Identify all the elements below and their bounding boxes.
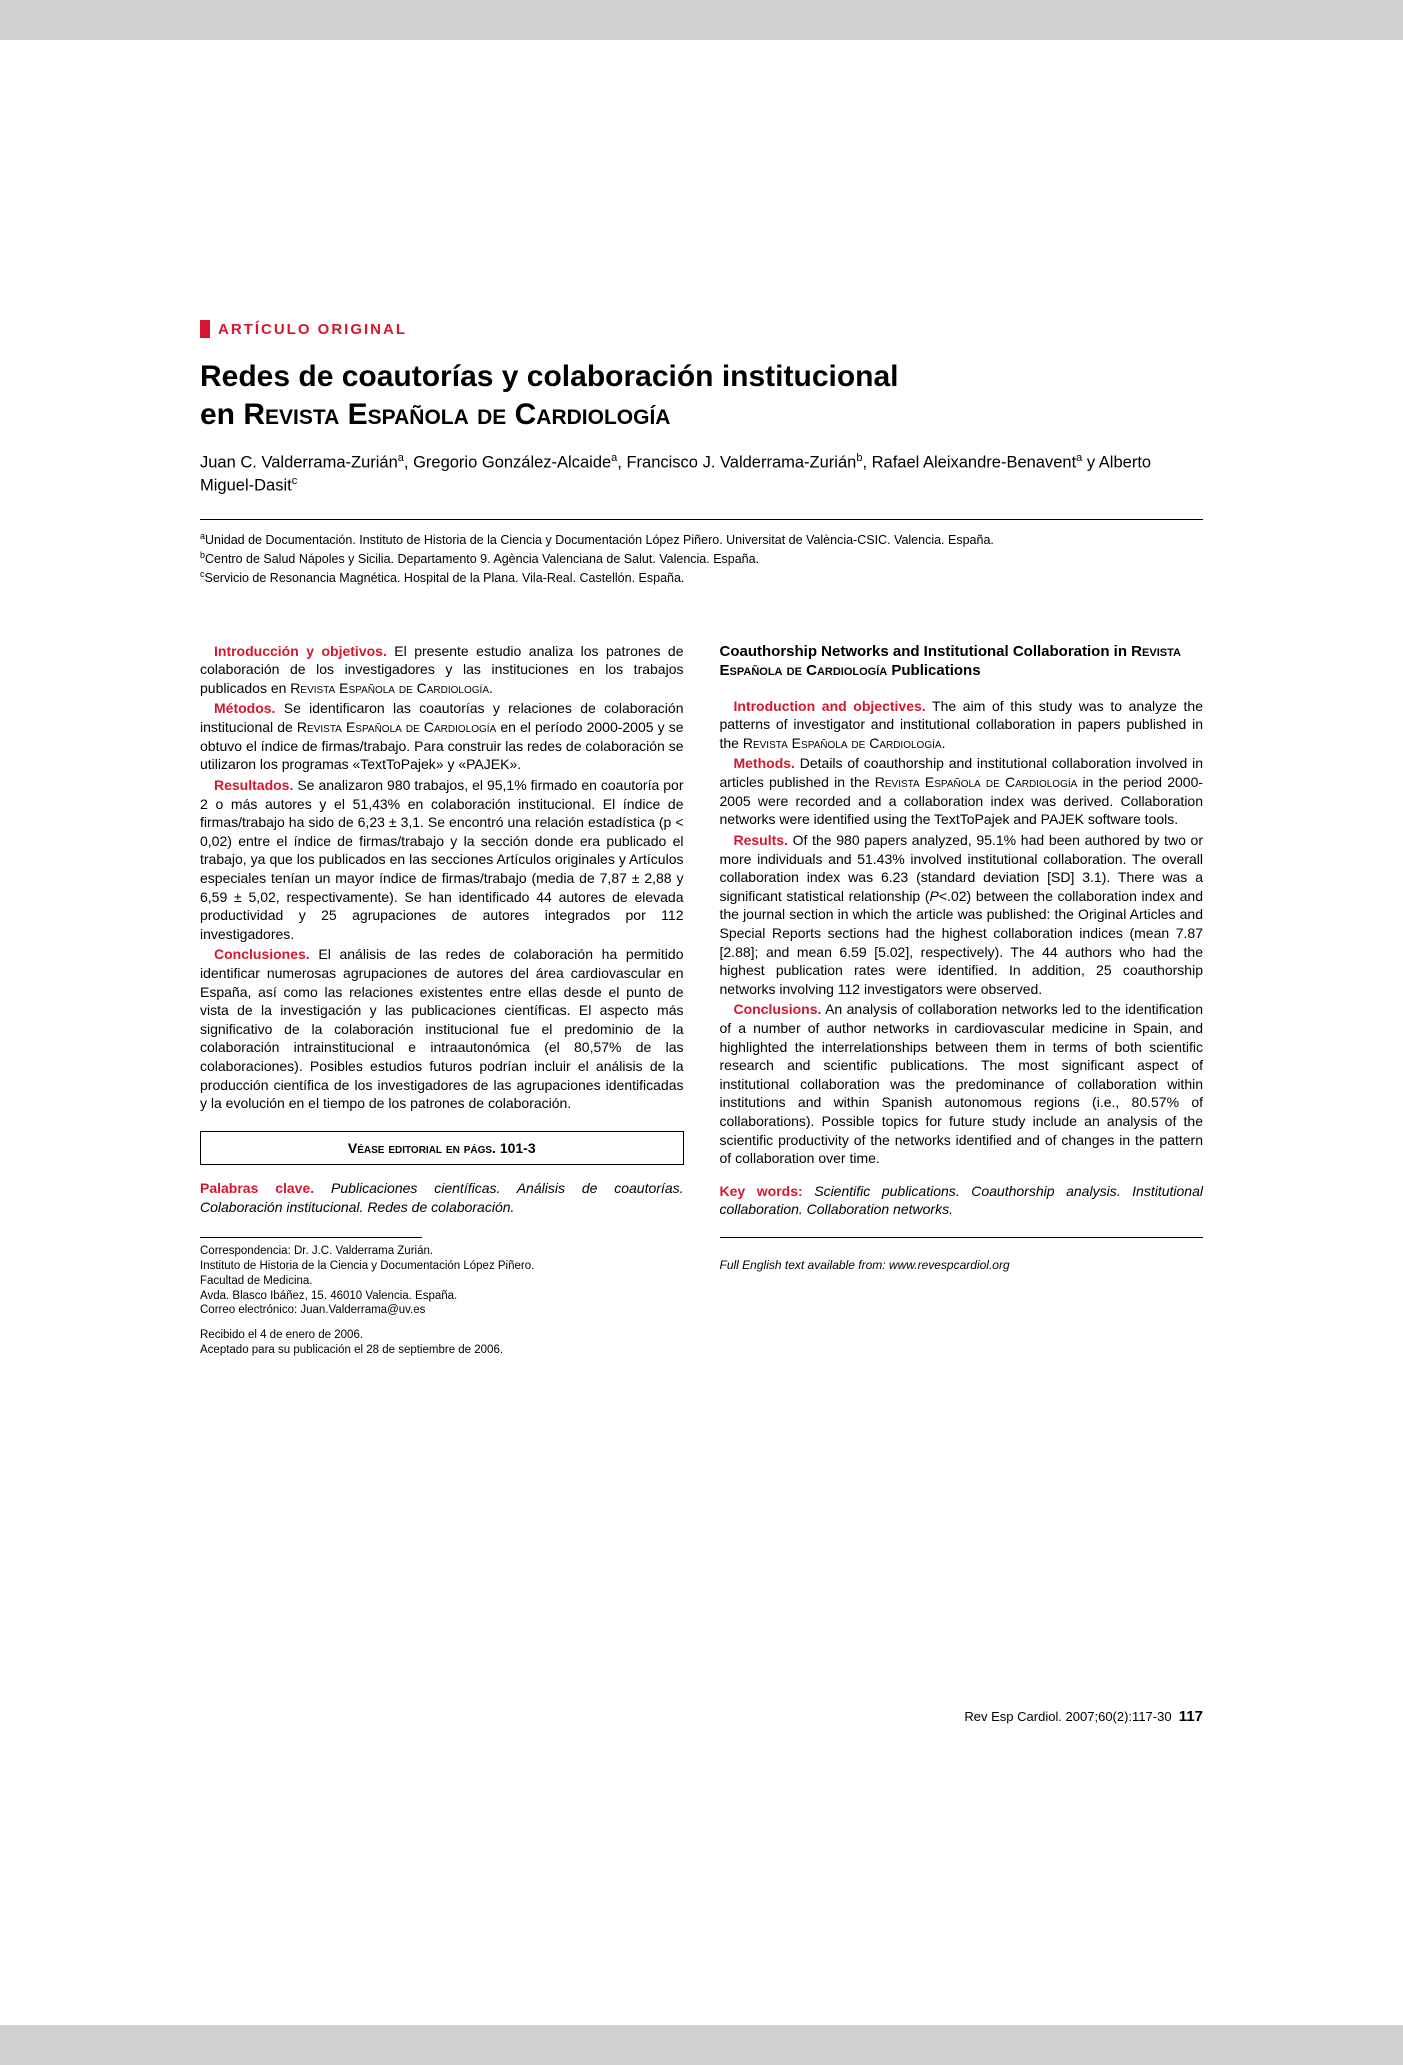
en-concl-label: Conclusions.: [734, 1001, 822, 1017]
correspondence: Correspondencia: Dr. J.C. Valderrama Zur…: [200, 1244, 684, 1359]
article-title: Redes de coautorías y colaboración insti…: [200, 358, 1203, 433]
corr-received: Recibido el 4 de enero de 2006.: [200, 1328, 684, 1343]
es-concl-text: El análisis de las redes de colaboración…: [200, 946, 684, 1111]
en-methods-label: Methods.: [734, 755, 795, 771]
en-keywords-label: Key words:: [720, 1183, 803, 1199]
en-intro-label: Introduction and objectives.: [734, 698, 926, 714]
en-results-text: Of the 980 papers analyzed, 95.1% had be…: [720, 832, 1204, 997]
editorial-box: Véase editorial en págs. 101-3: [200, 1131, 684, 1166]
corr-line: Correspondencia: Dr. J.C. Valderrama Zur…: [200, 1244, 684, 1259]
affiliation-a: aUnidad de Documentación. Instituto de H…: [200, 530, 1203, 549]
spacer: [200, 1318, 684, 1328]
es-keywords: Palabras clave. Publicaciones científica…: [200, 1179, 684, 1216]
es-concl-label: Conclusiones.: [214, 946, 310, 962]
corr-line: Avda. Blasco Ibáñez, 15. 46010 Valencia.…: [200, 1289, 684, 1304]
abstract-spanish: Introducción y objetivos. El presente es…: [200, 642, 684, 1359]
editorial-box-text: Véase editorial en págs. 101-3: [348, 1140, 536, 1156]
section-label-text: ARTÍCULO ORIGINAL: [218, 321, 407, 338]
corr-line: Facultad de Medicina.: [200, 1274, 684, 1289]
accent-bar: [200, 320, 210, 338]
en-results-label: Results.: [734, 832, 788, 848]
en-divider: [720, 1237, 1204, 1238]
es-results-label: Resultados.: [214, 777, 293, 793]
correspondence-divider: [200, 1237, 422, 1238]
affiliation-c: cServicio de Resonancia Magnética. Hospi…: [200, 568, 1203, 587]
footer-page-number: 117: [1179, 1708, 1203, 1725]
es-intro-label: Introducción y objetivos.: [214, 643, 387, 659]
es-methods: Métodos. Se identificaron las coautorías…: [200, 699, 684, 773]
abstract-columns: Introducción y objetivos. El presente es…: [200, 642, 1203, 1359]
es-methods-label: Métodos.: [214, 700, 275, 716]
section-label: ARTÍCULO ORIGINAL: [200, 320, 1203, 338]
es-intro: Introducción y objetivos. El presente es…: [200, 642, 684, 698]
en-keywords: Key words: Scientific publications. Coau…: [720, 1182, 1204, 1219]
corr-accepted: Aceptado para su publicación el 28 de se…: [200, 1343, 684, 1358]
title-journal: Revista Española de Cardiología: [243, 398, 670, 431]
page: ARTÍCULO ORIGINAL Redes de coautorías y …: [0, 40, 1403, 2025]
affiliation-b: bCentro de Salud Nápoles y Sicilia. Depa…: [200, 549, 1203, 568]
corr-line: Instituto de Historia de la Ciencia y Do…: [200, 1259, 684, 1274]
abstract-english: Coauthorship Networks and Institutional …: [720, 642, 1204, 1359]
en-intro: Introduction and objectives. The aim of …: [720, 697, 1204, 753]
divider-top: [200, 519, 1203, 520]
affiliations: aUnidad de Documentación. Instituto de H…: [200, 530, 1203, 587]
english-availability-note: Full English text available from: www.re…: [720, 1258, 1204, 1274]
es-keywords-label: Palabras clave.: [200, 1180, 314, 1196]
es-results-text: Se analizaron 980 trabajos, el 95,1% fir…: [200, 777, 684, 942]
es-results: Resultados. Se analizaron 980 trabajos, …: [200, 776, 684, 943]
en-conclusions: Conclusions. An analysis of collaboratio…: [720, 1000, 1204, 1167]
title-line-2-prefix: en: [200, 398, 243, 431]
en-concl-text: An analysis of collaboration networks le…: [720, 1001, 1204, 1166]
en-title: Coauthorship Networks and Institutional …: [720, 642, 1204, 681]
page-footer: Rev Esp Cardiol. 2007;60(2):117-30 117: [964, 1708, 1203, 1725]
en-methods: Methods. Details of coauthorship and ins…: [720, 754, 1204, 828]
es-conclusions: Conclusiones. El análisis de las redes d…: [200, 945, 684, 1112]
authors: Juan C. Valderrama-Zuriána, Gregorio Gon…: [200, 451, 1203, 497]
title-line-1: Redes de coautorías y colaboración insti…: [200, 360, 899, 393]
en-results: Results. Of the 980 papers analyzed, 95.…: [720, 831, 1204, 998]
footer-citation: Rev Esp Cardiol. 2007;60(2):117-30: [964, 1709, 1171, 1724]
corr-line: Correo electrónico: Juan.Valderrama@uv.e…: [200, 1303, 684, 1318]
